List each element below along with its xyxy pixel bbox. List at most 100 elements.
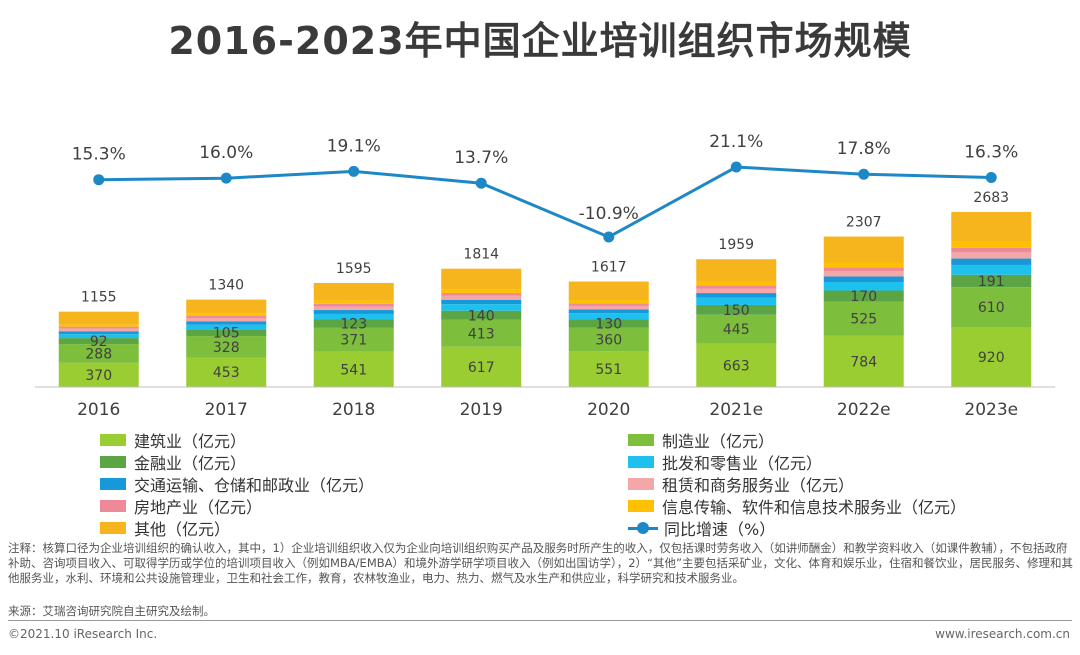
bar-segment (441, 289, 522, 293)
bar-segment (313, 306, 394, 311)
bar-segment (696, 281, 777, 286)
bar-value-label: 610 (978, 300, 1005, 316)
bar-segment (313, 351, 394, 387)
legend-item: 房地产业（亿元） (100, 494, 262, 518)
bar-segment (568, 281, 649, 301)
legend-item: 租赁和商务服务业（亿元） (628, 472, 854, 496)
website-link: www.iresearch.com.cn (935, 627, 1070, 641)
bar-segment (823, 262, 904, 268)
bar-value-label: 371 (340, 333, 367, 349)
legend-swatch (100, 456, 126, 468)
growth-rate-label: 13.7% (454, 148, 508, 168)
bar-segment (313, 303, 394, 307)
bar-total-label: 2683 (973, 190, 1009, 206)
bar-segment (696, 343, 777, 387)
growth-rate-point (475, 177, 487, 189)
legend-item: 制造业（亿元） (628, 428, 774, 452)
bar-segment (568, 313, 649, 320)
bar-segment (696, 293, 777, 298)
legend-item: 其他（亿元） (100, 516, 230, 540)
bar-value-label: 150 (723, 303, 750, 319)
growth-rate-label: 19.1% (327, 136, 381, 156)
copyright-text: ©2021.10 iResearch Inc. (8, 627, 158, 641)
bar-segment (186, 324, 267, 330)
legend-swatch (628, 434, 654, 446)
growth-rate-point (603, 231, 615, 243)
bar-segment (568, 351, 649, 387)
bar-segment (823, 276, 904, 283)
bar-segment (696, 259, 777, 282)
legend-item: 批发和零售业（亿元） (628, 450, 822, 474)
bar-segment (58, 324, 139, 327)
bar-segment (696, 297, 777, 305)
legend-item: 建筑业（亿元） (100, 428, 246, 452)
legend-label: 其他（亿元） (134, 520, 231, 539)
bar-value-label: 453 (213, 365, 240, 381)
bar-segment (823, 267, 904, 272)
bar-segment (313, 313, 394, 320)
bar-segment (951, 241, 1032, 248)
bar-segment (313, 327, 394, 352)
bar-segment (58, 362, 139, 387)
x-tick-label: 2017 (205, 400, 248, 420)
bar-segment (696, 288, 777, 294)
bar-segment (58, 326, 139, 329)
bar-value-label: 551 (595, 362, 622, 378)
bar-segment (441, 268, 522, 290)
growth-rate-label: 15.3% (72, 145, 126, 165)
growth-rate-label: 16.3% (964, 143, 1018, 163)
bar-segment (951, 247, 1032, 253)
bar-value-label: 191 (978, 274, 1005, 290)
footer-divider (8, 620, 1072, 621)
bar-value-label: 784 (850, 354, 877, 370)
bar-segment (186, 318, 267, 322)
bar-value-label: 445 (723, 322, 750, 338)
legend-label: 制造业（亿元） (662, 432, 775, 451)
growth-rate-label: 16.0% (199, 143, 253, 163)
legend-label: 信息传输、软件和信息技术服务业（亿元） (662, 498, 967, 517)
bar-segment (58, 334, 139, 339)
bar-value-label: 140 (468, 308, 495, 324)
bar-segment (823, 290, 904, 302)
legend-label: 同比增速（%） (664, 520, 776, 539)
bar-total-label: 1814 (463, 247, 499, 263)
growth-rate-point (730, 161, 742, 173)
legend-label: 租赁和商务服务业（亿元） (662, 476, 855, 495)
bar-value-label: 370 (85, 368, 112, 384)
chart-source: 来源：艾瑞咨询研究院自主研究及绘制。 (8, 604, 215, 618)
bar-segment (313, 310, 394, 314)
bar-segment (823, 271, 904, 277)
chart-title: 2016-2023年中国企业培训组织市场规模 (168, 19, 912, 63)
bar-segment (823, 282, 904, 291)
bar-segment (696, 314, 777, 344)
bar-segment (186, 299, 267, 314)
x-tick-label: 2021e (709, 400, 763, 420)
bar-segment (951, 252, 1032, 259)
bar-segment (186, 313, 267, 317)
bar-segment (568, 303, 649, 306)
x-tick-label: 2018 (332, 400, 375, 420)
x-tick-label: 2019 (460, 400, 503, 420)
x-tick-label: 2022e (837, 400, 891, 420)
legend-label: 房地产业（亿元） (134, 498, 263, 517)
bar-total-label: 1155 (81, 290, 117, 306)
legend-label: 金融业（亿元） (134, 454, 247, 473)
bar-segment (568, 327, 649, 352)
bar-segment (441, 310, 522, 320)
bar-segment (186, 321, 267, 325)
bar-segment (58, 338, 139, 345)
bar-segment (441, 346, 522, 387)
bar-segment (951, 264, 1032, 275)
bar-segment (441, 299, 522, 305)
legend-swatch (628, 500, 654, 512)
bar-value-label: 413 (468, 326, 495, 342)
bar-total-label: 1959 (718, 237, 754, 253)
bar-segment (568, 305, 649, 310)
bar-total-label: 1617 (591, 260, 627, 276)
legend-swatch (100, 434, 126, 446)
bar-segment (58, 311, 139, 325)
growth-rate-point (93, 174, 105, 186)
bar-segment (568, 300, 649, 304)
bar-value-label: 170 (850, 289, 877, 305)
